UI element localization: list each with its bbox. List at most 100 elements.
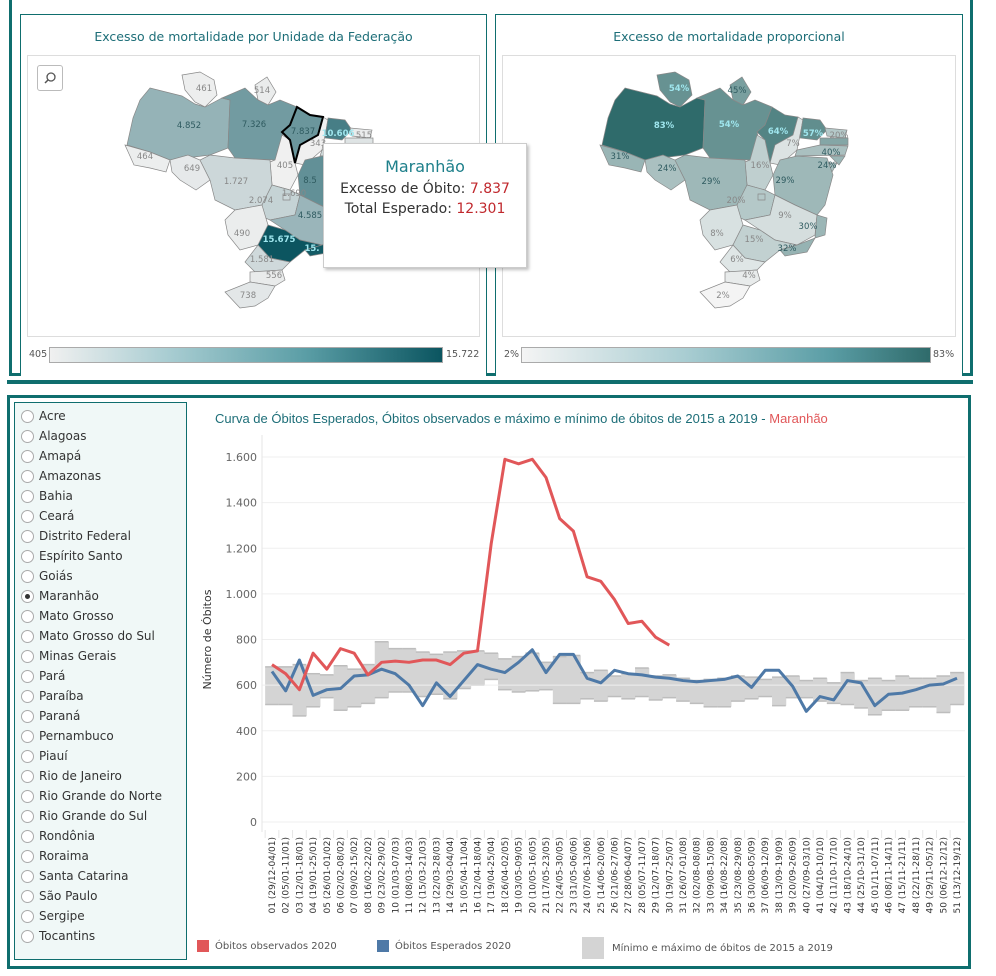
radio-button[interactable]	[21, 609, 34, 623]
state-shape-ac[interactable]	[124, 144, 171, 173]
state-radio-option[interactable]: Amapá	[15, 446, 186, 466]
state-radio-option[interactable]: Santa Catarina	[15, 866, 186, 886]
expected-2020-line[interactable]	[270, 648, 958, 713]
state-radio-option[interactable]: Mato Grosso do Sul	[15, 626, 186, 646]
range-band-segment[interactable]	[799, 680, 814, 698]
radio-button[interactable]	[21, 589, 34, 603]
state-radio-option[interactable]: Amazonas	[15, 466, 186, 486]
range-band-segment[interactable]	[648, 676, 663, 700]
state-shape-rs[interactable]	[224, 281, 276, 309]
state-shape-ro[interactable]	[644, 154, 686, 191]
radio-button[interactable]	[21, 889, 34, 903]
range-band-segment[interactable]	[388, 648, 403, 692]
state-shape-ce[interactable]	[324, 117, 353, 141]
state-radio-option[interactable]: Ceará	[15, 506, 186, 526]
range-band-segment[interactable]	[429, 654, 444, 695]
map-search-button[interactable]	[37, 65, 63, 91]
state-radio-option[interactable]: Rio Grande do Sul	[15, 806, 186, 826]
range-band-segment[interactable]	[922, 678, 937, 707]
range-band-segment[interactable]	[498, 658, 513, 690]
map-proportional[interactable]: 54% 45% 83% 54% 64% 7%57% 20% 40% 24% 31% 24% 29% 16…	[599, 71, 849, 309]
state-radio-option[interactable]: Bahia	[15, 486, 186, 506]
state-shape-sc[interactable]	[249, 269, 286, 287]
range-band-segment[interactable]	[635, 668, 650, 697]
radio-button[interactable]	[21, 689, 34, 703]
state-radio-option[interactable]: Paraná	[15, 706, 186, 726]
range-band-segment[interactable]	[566, 655, 581, 704]
state-shape-ba[interactable]	[772, 155, 834, 216]
range-band-segment[interactable]	[470, 650, 485, 686]
range-band-segment[interactable]	[484, 653, 499, 680]
range-band-segment[interactable]	[867, 678, 883, 715]
range-band-segment[interactable]	[621, 673, 636, 699]
range-band-segment[interactable]	[717, 678, 732, 707]
range-band-segment[interactable]	[306, 673, 321, 707]
state-radio-option[interactable]: Tocantins	[15, 926, 186, 946]
state-radio-option[interactable]: Maranhão	[15, 586, 186, 606]
radio-button[interactable]	[21, 549, 34, 563]
state-shape-am[interactable]	[126, 87, 231, 161]
state-shape-es[interactable]	[814, 214, 828, 239]
state-shape-pi[interactable]	[769, 116, 804, 166]
observed-2020-line[interactable]	[271, 457, 671, 692]
state-shape-al[interactable]	[829, 155, 846, 166]
state-shape-rj[interactable]	[779, 237, 816, 257]
state-radio-option[interactable]: Acre	[15, 406, 186, 426]
state-shape-rr[interactable]	[656, 71, 693, 108]
radio-button[interactable]	[21, 749, 34, 763]
radio-button[interactable]	[21, 409, 34, 423]
state-shape-rs[interactable]	[699, 281, 751, 309]
state-radio-option[interactable]: Alagoas	[15, 426, 186, 446]
range-band-segment[interactable]	[813, 678, 828, 702]
state-shape-ms[interactable]	[699, 204, 744, 251]
state-shape-ap[interactable]	[254, 76, 277, 106]
radio-button[interactable]	[21, 569, 34, 583]
state-shape-ma[interactable]	[280, 105, 325, 164]
radio-button[interactable]	[21, 469, 34, 483]
radio-button[interactable]	[21, 669, 34, 683]
state-shape-ms[interactable]	[224, 204, 269, 251]
radio-button[interactable]	[21, 509, 34, 523]
state-shape-sc[interactable]	[724, 269, 761, 287]
radio-button[interactable]	[21, 769, 34, 783]
radio-button[interactable]	[21, 489, 34, 503]
range-band-segment[interactable]	[772, 677, 787, 706]
state-shape-ce[interactable]	[799, 117, 828, 141]
range-band-segment[interactable]	[730, 676, 746, 702]
state-radio-option[interactable]: São Paulo	[15, 886, 186, 906]
state-shape-rr[interactable]	[181, 71, 218, 108]
radio-button[interactable]	[21, 449, 34, 463]
state-radio-option[interactable]: Rio Grande do Norte	[15, 786, 186, 806]
radio-button[interactable]	[21, 809, 34, 823]
range-band-segment[interactable]	[950, 672, 965, 705]
radio-button[interactable]	[21, 829, 34, 843]
state-radio-option[interactable]: Pará	[15, 666, 186, 686]
state-radio-option[interactable]: Paraíba	[15, 686, 186, 706]
radio-button[interactable]	[21, 849, 34, 863]
range-band-segment[interactable]	[703, 679, 718, 707]
range-band-segment[interactable]	[607, 676, 622, 697]
state-radio-option[interactable]: Rondônia	[15, 826, 186, 846]
state-radio-option[interactable]: Sergipe	[15, 906, 186, 926]
state-shape-pe[interactable]	[794, 144, 849, 157]
radio-button[interactable]	[21, 929, 34, 943]
range-band-segment[interactable]	[593, 670, 609, 702]
radio-button[interactable]	[21, 709, 34, 723]
range-band-segment[interactable]	[909, 678, 924, 707]
radio-button[interactable]	[21, 529, 34, 543]
state-radio-option[interactable]: Mato Grosso	[15, 606, 186, 626]
state-shape-ro[interactable]	[169, 154, 211, 191]
radio-button[interactable]	[21, 429, 34, 443]
range-band-segment[interactable]	[525, 653, 540, 691]
range-band-segment[interactable]	[662, 674, 677, 698]
range-band-segment[interactable]	[319, 674, 335, 698]
state-radio-option[interactable]: Minas Gerais	[15, 646, 186, 666]
state-shape-df[interactable]	[757, 193, 766, 201]
range-band-segment[interactable]	[758, 679, 773, 697]
map-excess[interactable]: 461 514 4.852 7.326 7.837 10.606 515 464 649 1.72…	[124, 71, 374, 309]
state-radio-option[interactable]: Distrito Federal	[15, 526, 186, 546]
state-shape-ap[interactable]	[729, 76, 752, 106]
radio-button[interactable]	[21, 729, 34, 743]
state-radio-option[interactable]: Goiás	[15, 566, 186, 586]
deaths-line-chart[interactable]: 0 200 400 600 800 1.000 1.200 1.400 1.600 Número …	[195, 435, 970, 915]
